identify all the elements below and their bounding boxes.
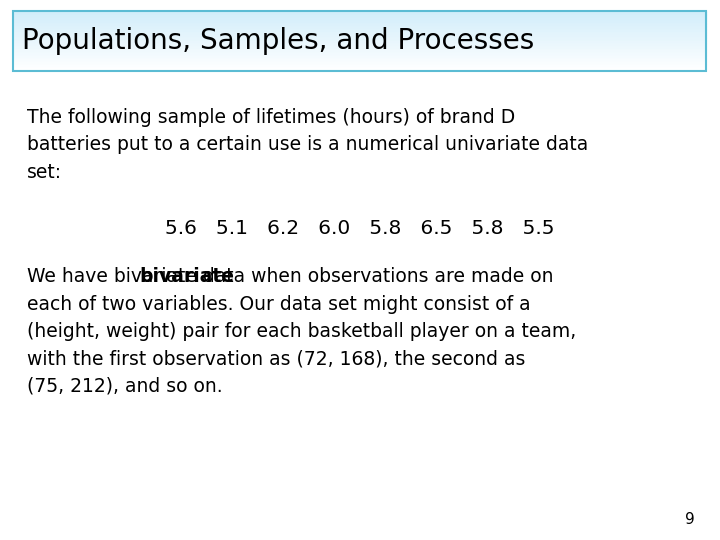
Bar — [13, 18, 706, 20]
Bar — [13, 47, 706, 49]
Text: bivariate: bivariate — [140, 267, 235, 286]
Bar — [13, 28, 706, 29]
Text: 9: 9 — [685, 511, 695, 526]
Bar — [13, 56, 706, 58]
Bar — [13, 62, 706, 64]
Bar — [13, 45, 706, 47]
Text: 5.6   5.1   6.2   6.0   5.8   6.5   5.8   5.5: 5.6 5.1 6.2 6.0 5.8 6.5 5.8 5.5 — [166, 219, 554, 238]
Bar — [13, 32, 706, 33]
Bar — [13, 39, 706, 41]
Bar — [13, 14, 706, 15]
Bar — [13, 44, 706, 45]
Bar — [13, 24, 706, 26]
Bar — [13, 60, 706, 62]
Bar — [13, 38, 706, 39]
Bar — [13, 50, 706, 52]
Bar — [13, 59, 706, 60]
Text: We have bivariate data when observations are made on
each of two variables. Our : We have bivariate data when observations… — [27, 267, 577, 395]
Text: The following sample of lifetimes (hours) of brand D
batteries put to a certain : The following sample of lifetimes (hours… — [27, 108, 589, 181]
Bar — [13, 68, 706, 70]
Bar — [13, 64, 706, 65]
Text: Populations, Samples, and Processes: Populations, Samples, and Processes — [22, 27, 534, 55]
Bar — [13, 12, 706, 14]
Bar — [13, 55, 706, 56]
Bar — [13, 26, 706, 28]
Bar — [13, 35, 706, 37]
Bar — [13, 20, 706, 22]
Bar — [13, 22, 706, 23]
Bar — [13, 33, 706, 35]
Bar — [13, 17, 706, 18]
Bar — [13, 23, 706, 24]
Bar — [13, 58, 706, 59]
Bar — [13, 30, 706, 32]
Bar — [13, 70, 706, 71]
Bar — [13, 43, 706, 44]
Bar — [13, 37, 706, 38]
Bar — [13, 29, 706, 30]
Bar — [13, 11, 706, 12]
Bar — [13, 53, 706, 55]
Bar — [13, 65, 706, 67]
Bar — [13, 49, 706, 50]
Bar — [13, 41, 706, 43]
Bar — [13, 15, 706, 17]
Bar — [13, 52, 706, 53]
Bar — [13, 67, 706, 68]
